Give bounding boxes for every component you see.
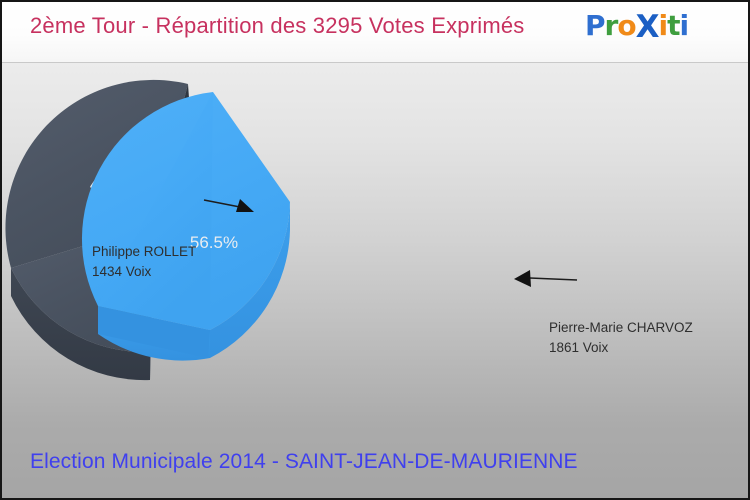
slice-charvoz-rim xyxy=(210,202,290,358)
logo-letter-i1: i xyxy=(658,9,669,42)
slice-rollet-rim xyxy=(11,268,150,381)
logo-letter-r: r xyxy=(604,9,619,42)
proxiti-logo[interactable]: ProXiti xyxy=(585,9,690,45)
logo-letter-o: o xyxy=(617,9,636,42)
footer-caption: Election Municipale 2014 - SAINT-JEAN-DE… xyxy=(30,450,578,473)
callout-charvoz-name: Pierre-Marie CHARVOZ xyxy=(549,320,693,335)
callout-label-rollet: Philippe ROLLET 1434 Voix xyxy=(92,242,196,281)
pie-chart-svg: 43.5% 56.5% xyxy=(5,79,578,381)
pie-chart-stage: 43.5% 56.5% xyxy=(2,62,748,438)
callout-arrow-right xyxy=(514,270,578,287)
slice-charvoz-wall xyxy=(98,306,210,358)
callout-label-charvoz: Pierre-Marie CHARVOZ 1861 Voix xyxy=(549,318,693,357)
slice-charvoz-percent: 56.5% xyxy=(190,233,238,252)
callout-arrow-left xyxy=(203,199,254,212)
logo-letter-p: P xyxy=(585,9,606,42)
callout-rollet-votes: 1434 Voix xyxy=(92,263,152,279)
slice-charvoz-top2 xyxy=(98,92,213,330)
logo-letter-t: t xyxy=(667,9,680,42)
page-footer: Election Municipale 2014 - SAINT-JEAN-DE… xyxy=(2,442,748,498)
pie-slice-charvoz[interactable]: 56.5% xyxy=(81,92,291,361)
callout-charvoz-votes: 1861 Voix xyxy=(549,339,609,355)
page-header: 2ème Tour - Répartition des 3295 Votes E… xyxy=(2,2,748,63)
logo-letter-i2: i xyxy=(679,9,690,42)
logo-letter-x: X xyxy=(635,9,660,45)
callout-rollet-name: Philippe ROLLET xyxy=(92,244,197,259)
page-title: 2ème Tour - Répartition des 3295 Votes E… xyxy=(30,13,525,38)
